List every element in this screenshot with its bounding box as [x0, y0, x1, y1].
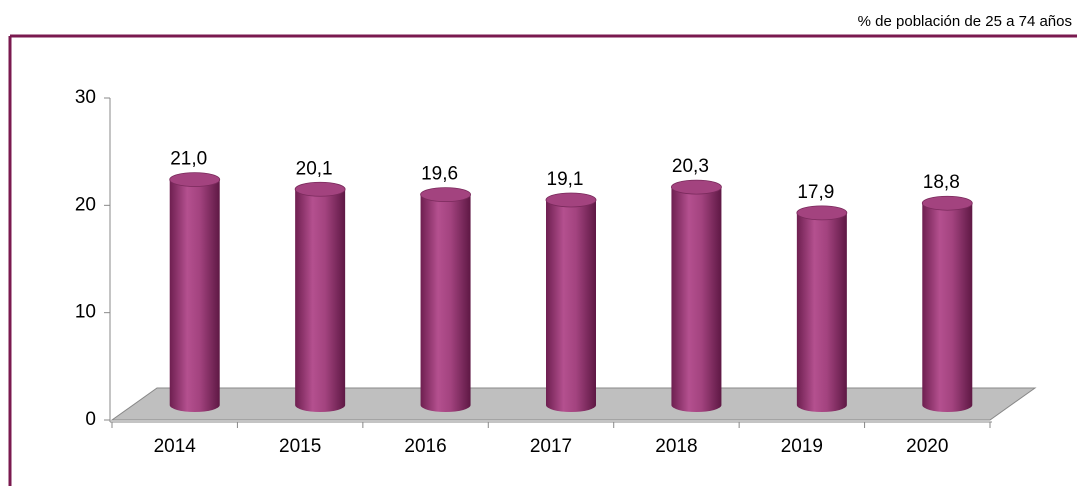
y-tick-label: 20: [75, 194, 96, 215]
bar: [169, 172, 220, 413]
bar: [546, 192, 596, 412]
bar-top: [921, 195, 973, 211]
value-label: 21,0: [170, 149, 207, 170]
bar: [796, 205, 847, 412]
x-tick-label: 2017: [530, 436, 572, 457]
bar-top: [545, 192, 597, 208]
x-tick-label: 2014: [154, 436, 197, 457]
x-tick-label: 2018: [655, 436, 697, 457]
x-tick-label: 2015: [279, 436, 321, 457]
value-label: 19,1: [547, 169, 584, 190]
bar-top: [671, 179, 722, 195]
bar: [420, 187, 471, 413]
bar: [671, 180, 722, 413]
value-label: 20,1: [296, 158, 333, 179]
bar-top: [169, 172, 221, 188]
bar: [922, 196, 973, 413]
bar: [295, 182, 346, 413]
bar-top: [420, 187, 471, 203]
y-tick-label: 0: [85, 409, 96, 430]
value-label: 19,6: [421, 164, 458, 185]
x-tick-label: 2019: [781, 436, 823, 457]
bar-top: [294, 181, 346, 197]
y-tick-label: 30: [75, 87, 96, 108]
value-label: 17,9: [797, 182, 834, 203]
x-tick-label: 2020: [906, 436, 948, 457]
value-label: 20,3: [672, 156, 709, 177]
subtitle: % de población de 25 a 74 años: [858, 13, 1072, 30]
value-label: 18,8: [923, 172, 960, 193]
bar-top: [796, 205, 848, 221]
x-tick-label: 2016: [404, 436, 446, 457]
y-tick-label: 10: [75, 302, 96, 323]
